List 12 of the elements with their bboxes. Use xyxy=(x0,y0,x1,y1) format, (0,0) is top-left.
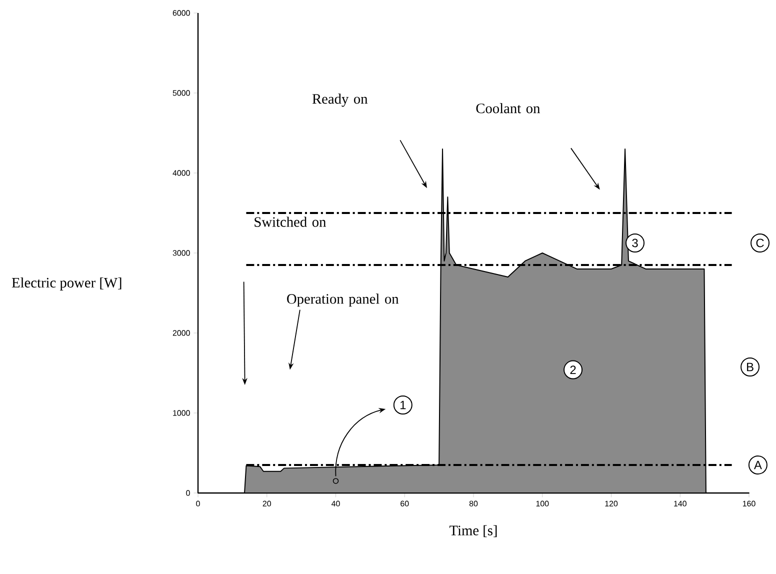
annotation: B xyxy=(747,362,754,372)
annotation: 1 xyxy=(400,400,406,410)
text: C xyxy=(756,238,764,248)
x-axis-title: Time [s] xyxy=(450,525,497,538)
text: A xyxy=(754,460,762,470)
annotation: 2 xyxy=(570,366,576,374)
annotation: Ready on xyxy=(312,94,368,107)
annotation: Coolant on xyxy=(476,103,540,114)
annotation: Operation panel on xyxy=(287,294,399,307)
y-axis-title: Electric power [W] xyxy=(12,277,122,290)
annotation: Switched on xyxy=(254,216,326,227)
annotation: 3 xyxy=(632,238,638,248)
